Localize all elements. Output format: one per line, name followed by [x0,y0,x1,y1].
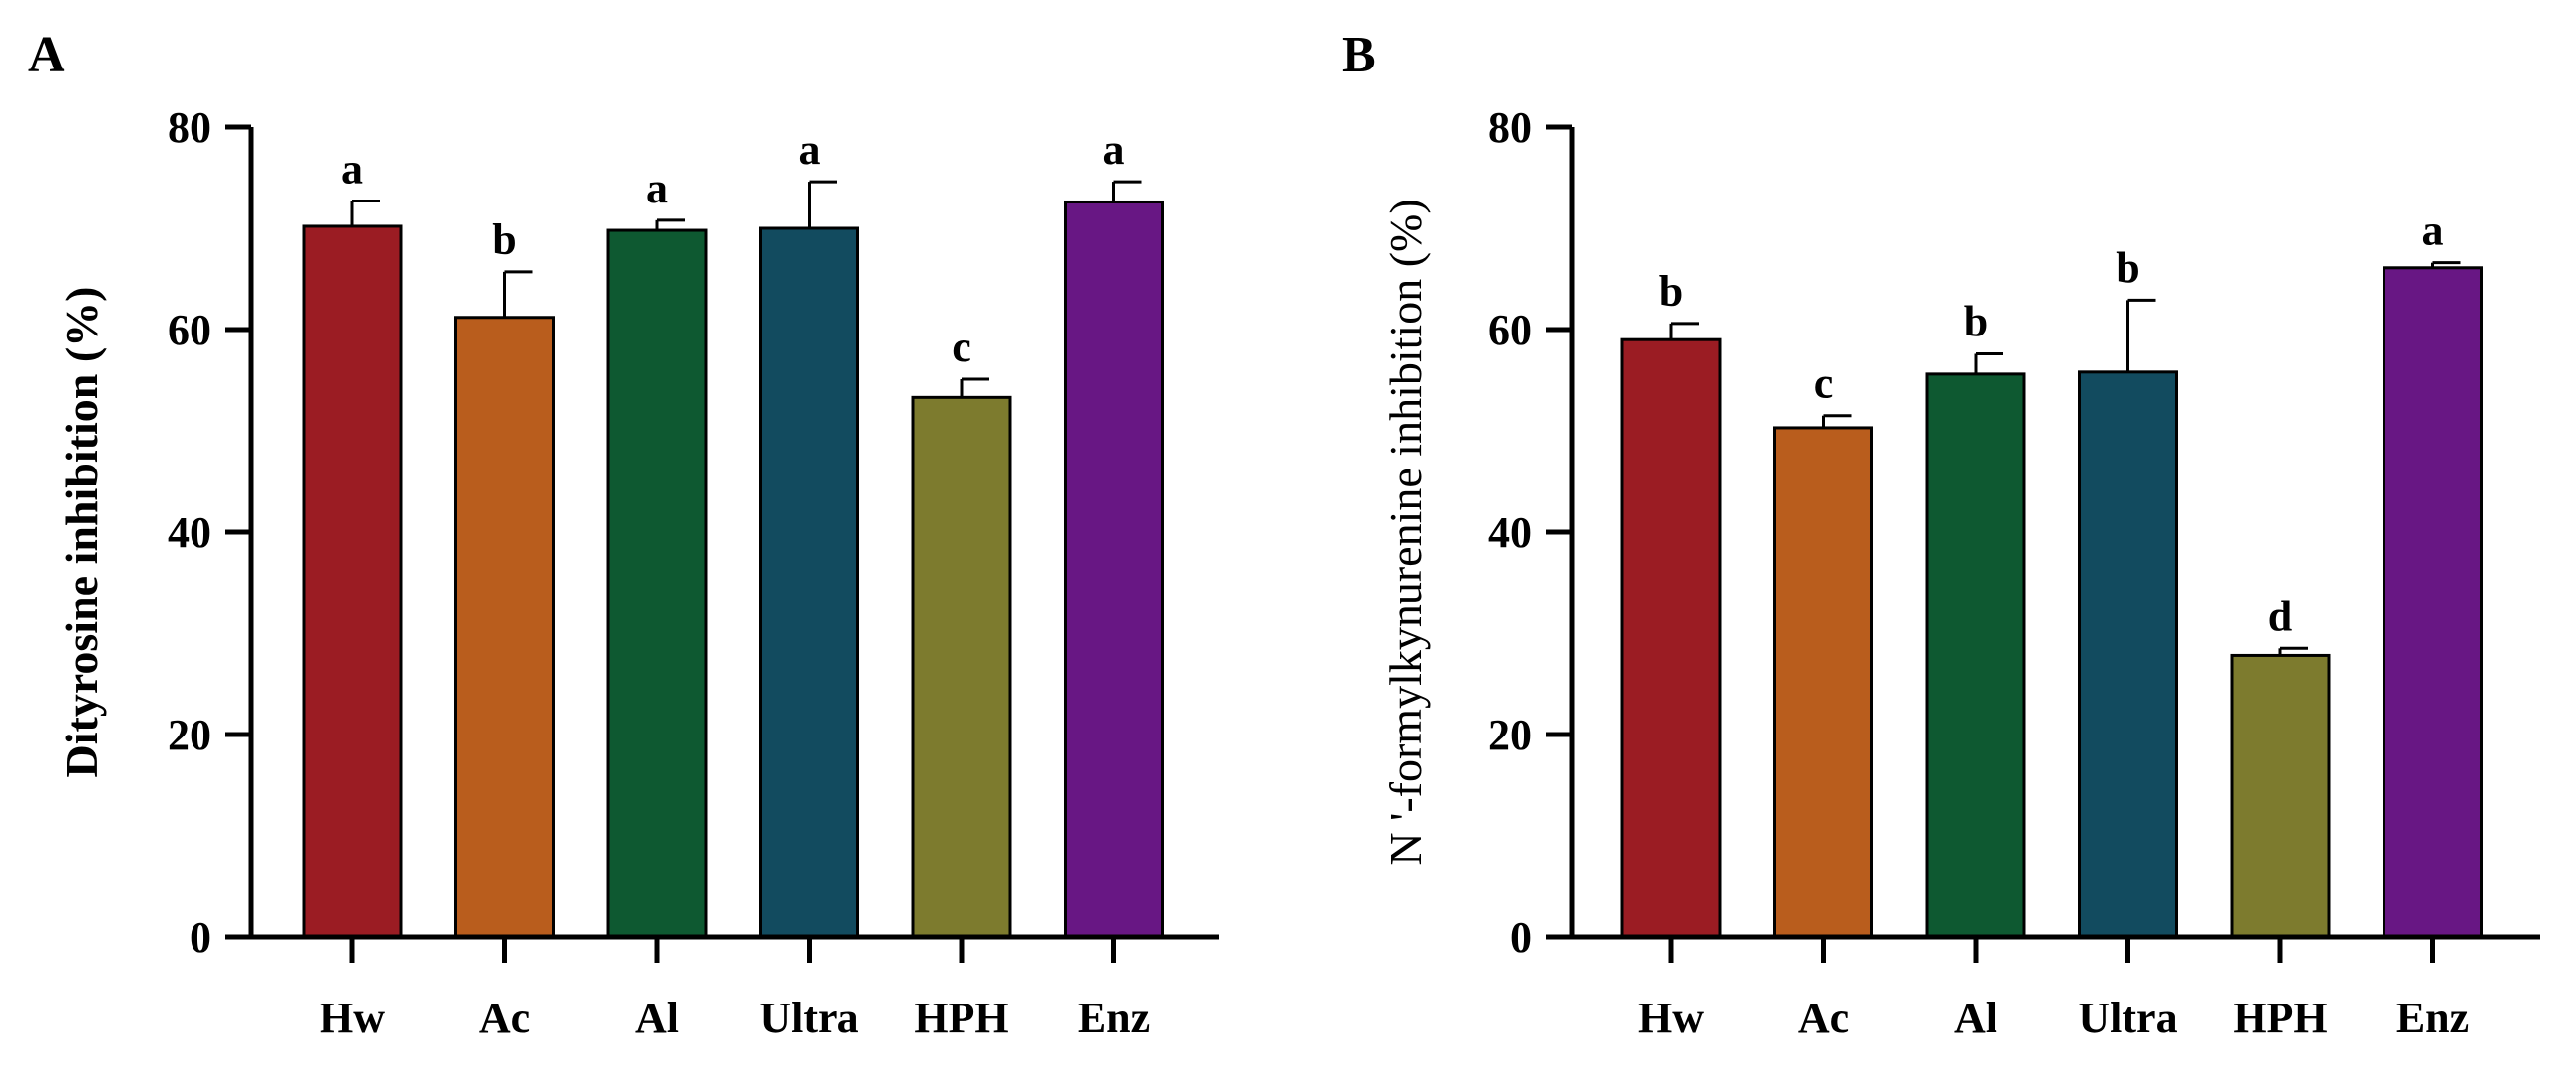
y-tick-label: 40 [168,508,211,557]
x-tick-label-ultra: Ultra [759,994,858,1042]
bar-ultra [759,226,859,939]
bar-hph [2230,653,2331,939]
x-tick-label-al: Al [1954,994,1997,1042]
x-tick-label-hw: Hw [320,994,385,1042]
x-tick-label-hph: HPH [2233,994,2327,1042]
significance-letter-hph: c [952,323,971,371]
significance-letter-enz: a [1103,125,1125,174]
bar-ac [1773,426,1873,939]
x-tick-label-ac: Ac [1798,994,1849,1042]
bar-hw [302,224,403,939]
bar-hw [1620,337,1722,939]
bar-al [1925,372,2026,939]
x-tick-label-enz: Enz [1078,994,1150,1042]
y-tick-label: 0 [1510,913,1532,962]
significance-letter-ac: c [1814,359,1834,408]
x-tick-label-al: Al [635,994,679,1042]
significance-letter-al: b [1964,297,1988,345]
bar-ac [454,316,555,939]
chart-panel-a: Aa Hw b Ac a Al a Ultra c HPH a Enz 0 20 40 60 80 Dityros… [28,27,1219,1042]
y-tick-label: 20 [168,711,211,759]
bar-enz [2383,266,2483,939]
x-tick-label-ultra: Ultra [2078,994,2177,1042]
y-tick-label: 60 [168,306,211,354]
x-tick-label-ac: Ac [479,994,530,1042]
panel-label: B [1342,27,1376,83]
x-tick-label-hph: HPH [914,994,1008,1042]
x-tick-label-hw: Hw [1638,994,1704,1042]
bar-enz [1064,200,1164,939]
bar-al [606,228,708,939]
bar-hph [911,395,1012,939]
x-tick-label-enz: Enz [2396,994,2469,1042]
significance-letter-al: a [646,164,668,212]
significance-letter-ultra: b [2116,243,2139,292]
chart-panel-b: Bb Hw c Ac b Al b Ultra d HPH a Enz 0 20 40 60 80 N '-for… [1342,27,2540,1042]
significance-letter-ac: b [492,215,516,264]
y-axis-title: Dityrosine inhibition (%) [57,287,107,778]
y-axis-title: N '-formylkynurenine inhibition (%) [1380,199,1431,865]
significance-letter-ultra: a [799,125,821,174]
y-tick-label: 80 [168,103,211,152]
y-tick-label: 20 [1488,711,1532,759]
bar-ultra [2078,370,2178,939]
y-tick-label: 40 [1488,508,1532,557]
y-tick-label: 60 [1488,306,1532,354]
significance-letter-hph: d [2268,592,2292,640]
panel-label: A [28,27,65,83]
significance-letter-hw: a [341,144,363,193]
significance-letter-enz: a [2422,206,2444,255]
y-tick-label: 0 [190,913,211,962]
y-tick-label: 80 [1488,103,1532,152]
significance-letter-hw: b [1659,267,1683,316]
